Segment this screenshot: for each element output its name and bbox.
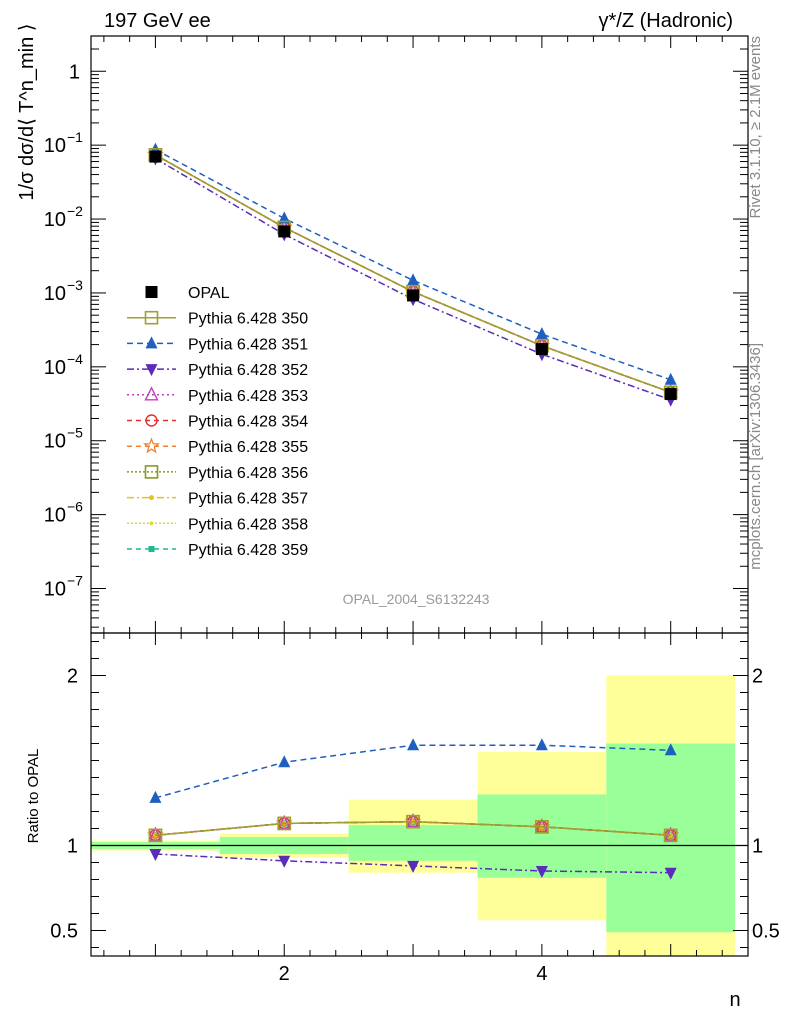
- legend-label-1: Pythia 6.428 350: [188, 311, 308, 328]
- opal-point: [535, 343, 548, 356]
- ratio-point: [406, 814, 420, 829]
- ratio-band-green-4: [477, 794, 607, 878]
- legend-label-6: Pythia 6.428 355: [188, 439, 308, 456]
- mcplots-label: mcplots.cern.ch [arXiv:1306.3436]: [747, 343, 764, 570]
- series-3-ratio: [149, 849, 677, 880]
- legend-marker-8: [149, 495, 154, 501]
- ratio-point: [407, 738, 420, 751]
- series-1-ratio: [148, 814, 678, 843]
- ratio-point: [277, 816, 292, 831]
- x-tick-label-2: 4: [536, 963, 547, 985]
- main-y-tick-exponent-5: −4: [67, 351, 83, 367]
- ratio-point: [407, 860, 420, 873]
- analysis-label: OPAL_2004_S6132243: [343, 591, 490, 607]
- ratio-point: [663, 826, 678, 841]
- rivet-label: Rivet 3.1.10, ≥ 2.1M events: [747, 36, 764, 219]
- ratio-point: [664, 867, 677, 880]
- ratio-point: [149, 849, 162, 861]
- main-y-tick-exponent-6: −5: [67, 425, 83, 441]
- main-y-tick-exponent-7: −6: [67, 499, 83, 515]
- main-y-tick-exponent-4: −3: [67, 277, 83, 293]
- main-y-tick-label-5: 10: [44, 357, 66, 379]
- ratio-point: [663, 828, 678, 843]
- legend-label-10: Pythia 6.428 359: [188, 542, 308, 559]
- legend-marker-9: [149, 521, 154, 526]
- legend-label-2: Pythia 6.428 351: [188, 336, 308, 353]
- opal-point: [664, 388, 677, 401]
- ratio-point: [535, 738, 548, 751]
- ratio-bands: [91, 675, 736, 956]
- series-point: [535, 327, 548, 340]
- ratio-point: [278, 855, 291, 868]
- opal-point: [278, 225, 291, 238]
- legend-marker-4: [144, 386, 159, 401]
- legend: OPAL Pythia 6.428 350 Pythia 6.428 351 Pyth…: [127, 285, 308, 559]
- legend-label-9: Pythia 6.428 358: [188, 516, 308, 533]
- legend-marker-0: [145, 286, 158, 298]
- ratio-y-tick-label-right-2: 1: [752, 836, 763, 858]
- opal-point: [149, 150, 162, 163]
- ratio-y-axis-label: Ratio to OPAL: [25, 749, 42, 844]
- ratio-point: [149, 790, 162, 803]
- legend-label-5: Pythia 6.428 354: [188, 414, 308, 431]
- series-point: [278, 211, 291, 224]
- opal-point: [407, 289, 420, 302]
- ratio-y-axis-ticks: [91, 641, 748, 948]
- main-y-tick-label-3: 10: [44, 209, 66, 231]
- main-y-tick-label-1: 1: [69, 61, 80, 83]
- series-point: [664, 372, 677, 385]
- legend-label-7: Pythia 6.428 356: [188, 465, 308, 482]
- ratio-point: [664, 743, 677, 756]
- main-y-axis-ticks: [91, 35, 748, 628]
- legend-label-0: OPAL: [188, 285, 230, 302]
- main-y-tick-label-7: 10: [44, 505, 66, 527]
- series-point: [407, 273, 420, 286]
- ratio-point: [148, 828, 163, 843]
- ratio-y-tick-label-left-2: 1: [67, 836, 78, 858]
- ratio-y-tick-label-left-3: 2: [67, 666, 78, 688]
- ratio-point: [405, 813, 421, 828]
- ratio-point: [535, 866, 548, 878]
- legend-marker-5: [145, 414, 158, 427]
- ratio-point: [534, 818, 550, 833]
- ratio-band-green-3: [348, 825, 478, 861]
- legend-marker-7: [144, 465, 159, 479]
- legend-marker-3: [145, 364, 158, 377]
- main-y-tick-exponent-8: −7: [67, 573, 83, 589]
- ratio-line: [155, 820, 671, 837]
- ratio-y-tick-label-right-3: 2: [752, 666, 763, 688]
- main-y-tick-label-4: 10: [44, 283, 66, 305]
- legend-label-4: Pythia 6.428 353: [188, 388, 308, 405]
- x-axis-ticks: [103, 36, 749, 956]
- main-y-tick-label-2: 10: [44, 135, 66, 157]
- legend-marker-6: [143, 437, 160, 454]
- series-line: [155, 148, 671, 381]
- main-y-tick-exponent-3: −2: [67, 203, 83, 219]
- legend-marker-2: [145, 336, 158, 349]
- main-y-axis-label: 1/σ dσ/d⟨ T^n_min ⟩: [16, 23, 38, 200]
- ratio-point: [277, 814, 292, 830]
- main-y-tick-exponent-2: −1: [67, 129, 83, 145]
- ratio-y-tick-label-left-1: 0.5: [50, 921, 78, 943]
- main-y-tick-label-6: 10: [44, 431, 66, 453]
- main-y-axis-label-text: 1/σ dσ/d⟨ T^n_min ⟩: [16, 23, 38, 200]
- header-right: γ*/Z (Hadronic): [599, 10, 733, 32]
- legend-label-3: Pythia 6.428 352: [188, 362, 308, 379]
- ratio-point: [278, 755, 291, 768]
- series-6-main: [147, 146, 680, 400]
- x-axis-label: n: [729, 989, 740, 1011]
- x-tick-label-1: 2: [279, 963, 290, 985]
- series-opal-main: [149, 150, 677, 401]
- series-4-main: [148, 146, 678, 399]
- legend-marker-1: [144, 310, 159, 325]
- legend-marker-10: [148, 546, 155, 552]
- ratio-point: [535, 819, 549, 834]
- series-2-ratio: [149, 738, 677, 803]
- main-y-tick-label-8: 10: [44, 579, 66, 601]
- legend-label-8: Pythia 6.428 357: [188, 491, 308, 508]
- header-left: 197 GeV ee: [104, 10, 211, 32]
- ratio-y-tick-label-right-1: 0.5: [752, 921, 780, 943]
